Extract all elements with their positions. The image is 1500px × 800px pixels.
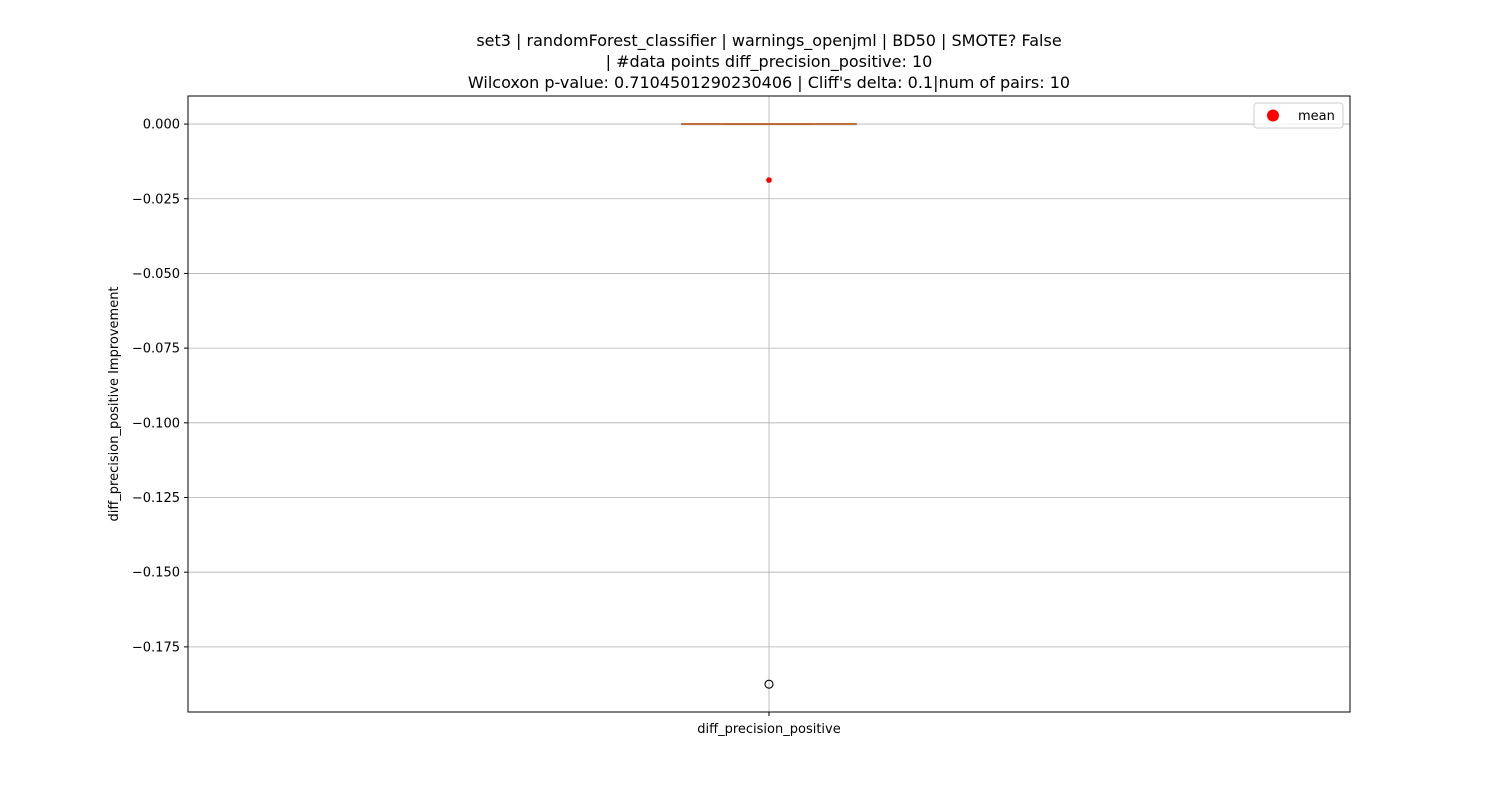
y-tick-label: −0.075 [132, 342, 180, 357]
legend-mean-marker [1267, 109, 1279, 122]
y-axis-label: diff_precision_positive Improvement [107, 286, 122, 521]
outlier-point [764, 679, 774, 689]
y-tick-label: −0.100 [132, 416, 180, 431]
chart-title-line-1: set3 | randomForest_classifier | warning… [476, 31, 1061, 51]
plot-area: 0.000 −0.025 −0.050 −0.075 −0.100 −0.125 −0.15… [132, 95, 1351, 737]
chart-title-line-3: Wilcoxon p-value: 0.7104501290230406 | C… [468, 73, 1070, 92]
x-axis-ticks: diff_precision_positive [697, 712, 841, 737]
y-tick-label: −0.050 [132, 267, 180, 282]
y-tick-label: −0.175 [132, 640, 180, 655]
chart-title-line-2: | #data points diff_precision_positive: … [606, 52, 933, 72]
y-tick-label: −0.125 [132, 491, 180, 506]
y-tick-label: −0.025 [132, 192, 180, 207]
x-tick-label: diff_precision_positive [697, 722, 840, 737]
grid-lines [188, 96, 1350, 712]
mean-point [766, 177, 772, 183]
y-tick-label: −0.150 [132, 566, 180, 581]
legend: mean [1253, 102, 1344, 129]
chart-marks [681, 123, 857, 689]
y-tick-label: 0.000 [143, 118, 180, 133]
legend-box [1253, 102, 1344, 129]
legend-mean-label: mean [1298, 109, 1335, 124]
y-axis-ticks: 0.000 −0.025 −0.050 −0.075 −0.100 −0.125 −0.15… [132, 118, 188, 655]
